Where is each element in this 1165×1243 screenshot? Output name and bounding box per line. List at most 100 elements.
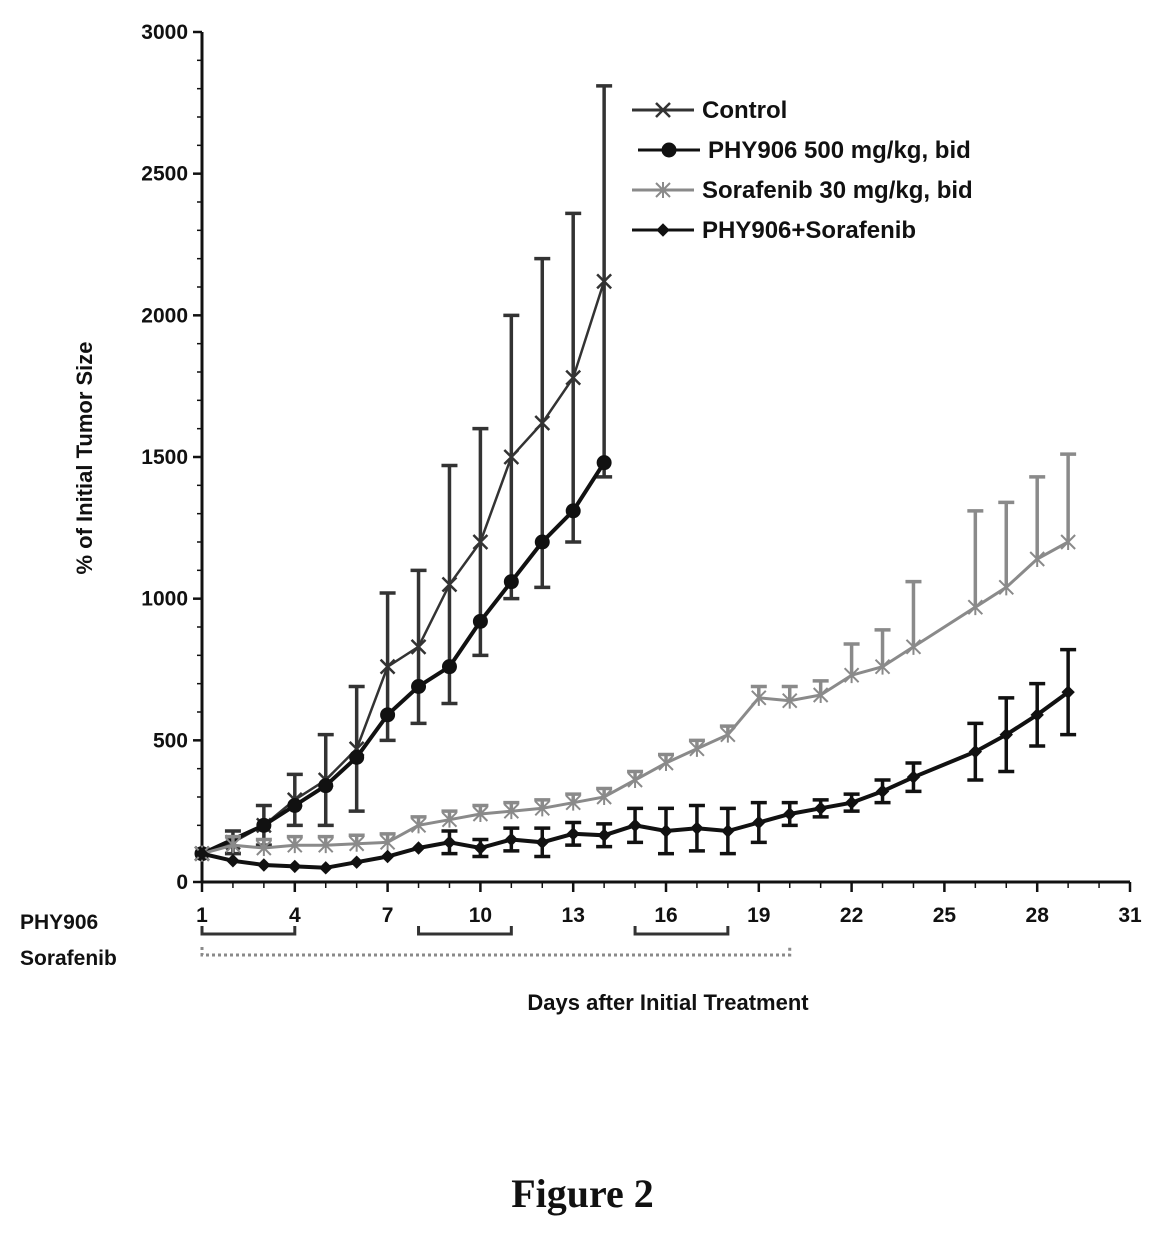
schedule-row-phy906: PHY906 [20, 911, 730, 936]
data-point [999, 727, 1013, 742]
data-point [596, 273, 613, 290]
data-point [655, 102, 671, 118]
data-point [441, 576, 458, 593]
axes: 0 500 1000 1500 2000 2500 3000 1 4 7 10 13 16 19 22 25 2… [141, 21, 1142, 927]
data-point [1030, 708, 1044, 722]
data-point [843, 667, 860, 684]
data-point [597, 828, 611, 842]
data-point [441, 659, 457, 675]
data-point [256, 840, 272, 856]
data-point [967, 599, 984, 616]
data-point [472, 806, 489, 822]
legend-item: Control [632, 97, 787, 124]
x-tick-label: 10 [469, 904, 492, 927]
data-point [968, 744, 983, 759]
series-layer [194, 84, 1077, 875]
x-tick-label: 16 [654, 904, 677, 927]
x-tick-label: 19 [747, 904, 770, 927]
data-point [318, 837, 334, 854]
data-point [752, 815, 766, 830]
data-point [380, 849, 395, 864]
data-point [721, 824, 735, 838]
error-bar [905, 579, 922, 647]
data-point [503, 449, 520, 465]
data-point [287, 798, 303, 813]
legend: Control PHY906 500 mg/kg, bid Sorafenib 30… [632, 97, 973, 244]
schedule-bracket [200, 947, 792, 957]
legend-label: Sorafenib 30 mg/kg, bid [702, 177, 973, 204]
data-point [410, 638, 427, 655]
data-point [472, 613, 488, 629]
data-point [503, 574, 519, 590]
x-tick-label: 25 [933, 904, 957, 927]
data-point [628, 818, 642, 833]
x-tick-label: 28 [1026, 904, 1050, 927]
data-point [596, 455, 612, 471]
data-point [225, 837, 241, 854]
legend-label: Control [702, 97, 787, 124]
schedule-bracket [633, 926, 730, 936]
data-point [257, 858, 271, 872]
x-tick-label: 22 [840, 904, 863, 927]
schedule-row-sorafenib: Sorafenib [20, 947, 792, 970]
data-point [783, 807, 797, 821]
data-point [720, 726, 736, 743]
data-point [689, 740, 705, 757]
data-point [1061, 685, 1075, 699]
x-tick-label: 1 [196, 904, 208, 927]
schedule-label: PHY906 [20, 911, 98, 934]
data-point [627, 772, 643, 788]
data-point [256, 817, 272, 833]
x-tick-label: 13 [562, 904, 585, 927]
data-point [534, 415, 551, 431]
data-point [875, 784, 890, 799]
data-point [504, 832, 519, 847]
data-point [535, 835, 549, 850]
data-point [565, 369, 582, 386]
series-1 [194, 84, 613, 862]
y-tick-label: 0 [176, 871, 188, 894]
y-axis-title: % of Initial Tumor Size [72, 341, 97, 574]
series-line [201, 690, 1070, 870]
data-point [690, 821, 704, 835]
data-point [441, 811, 458, 828]
data-point [287, 837, 303, 854]
data-point [782, 692, 798, 709]
series-3 [194, 452, 1077, 862]
legend-label: PHY906 500 mg/kg, bid [708, 137, 971, 164]
y-tick-label: 2000 [141, 304, 188, 327]
data-point [349, 749, 365, 765]
x-tick-label: 31 [1118, 904, 1142, 927]
data-point [411, 841, 426, 855]
tumor-growth-chart: 0 500 1000 1500 2000 2500 3000 1 4 7 10 13 16 19 22 25 2… [20, 21, 1142, 1015]
x-tick-label: 4 [289, 904, 301, 927]
data-point [565, 794, 581, 811]
data-point [659, 824, 673, 838]
data-point [1060, 534, 1076, 550]
data-point [379, 834, 396, 851]
data-point [565, 503, 581, 519]
series-2 [194, 455, 612, 862]
data-point [534, 800, 550, 817]
data-point [812, 687, 829, 703]
series-4 [195, 647, 1077, 875]
data-point [472, 534, 489, 550]
x-tick-label: 7 [382, 904, 394, 927]
data-point [751, 689, 767, 706]
data-point [318, 778, 334, 794]
y-tick-label: 1000 [141, 588, 188, 611]
data-point [656, 223, 670, 237]
data-point [348, 835, 365, 852]
data-point [566, 827, 580, 841]
error-bar [1060, 452, 1077, 542]
data-point [998, 579, 1014, 596]
data-point [874, 658, 891, 675]
y-tick-label: 3000 [141, 21, 188, 44]
data-point [410, 817, 427, 834]
data-point [288, 859, 302, 874]
data-point [442, 835, 457, 850]
data-point [380, 707, 396, 723]
data-point [905, 638, 922, 655]
data-point [379, 658, 396, 675]
data-point [349, 855, 364, 869]
